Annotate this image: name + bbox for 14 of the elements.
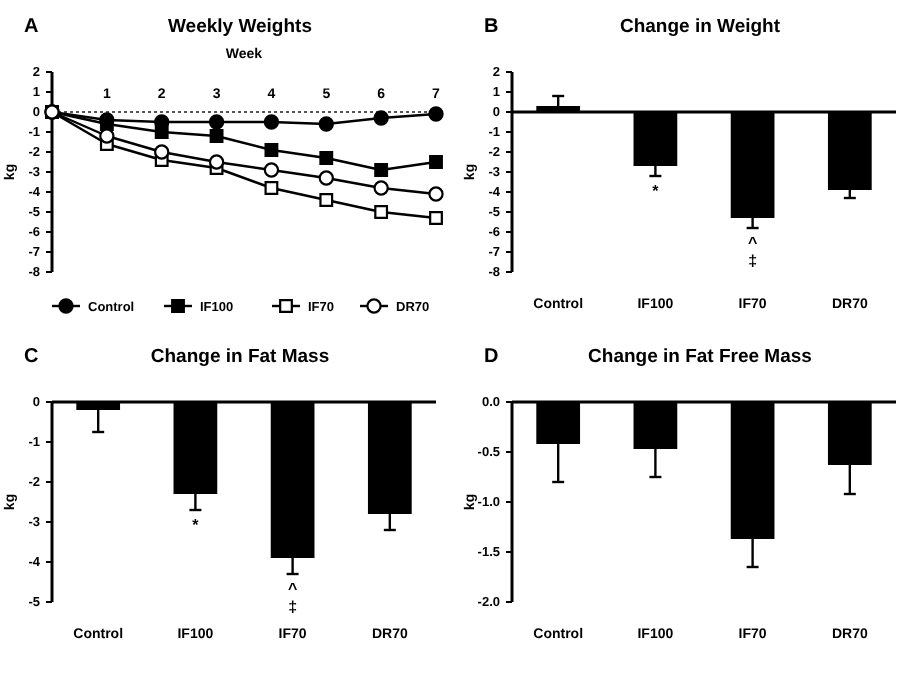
annotation: * [192,516,201,534]
annotation: ‡ [288,598,298,616]
annotation: ‡ [748,252,758,270]
chart-title: Change in Fat Mass [150,346,330,368]
text: C [24,346,39,368]
annotation: ^ [287,580,298,598]
text: D [484,346,499,368]
annotation: * [652,182,661,200]
annotation: ^ [747,234,758,252]
text: A [24,16,39,38]
chart-title: Change in Fat Free Mass [588,346,812,368]
chart-title: Change in Weight [619,16,782,38]
text: B [484,16,499,38]
chart-title: Weekly Weights [168,16,312,38]
